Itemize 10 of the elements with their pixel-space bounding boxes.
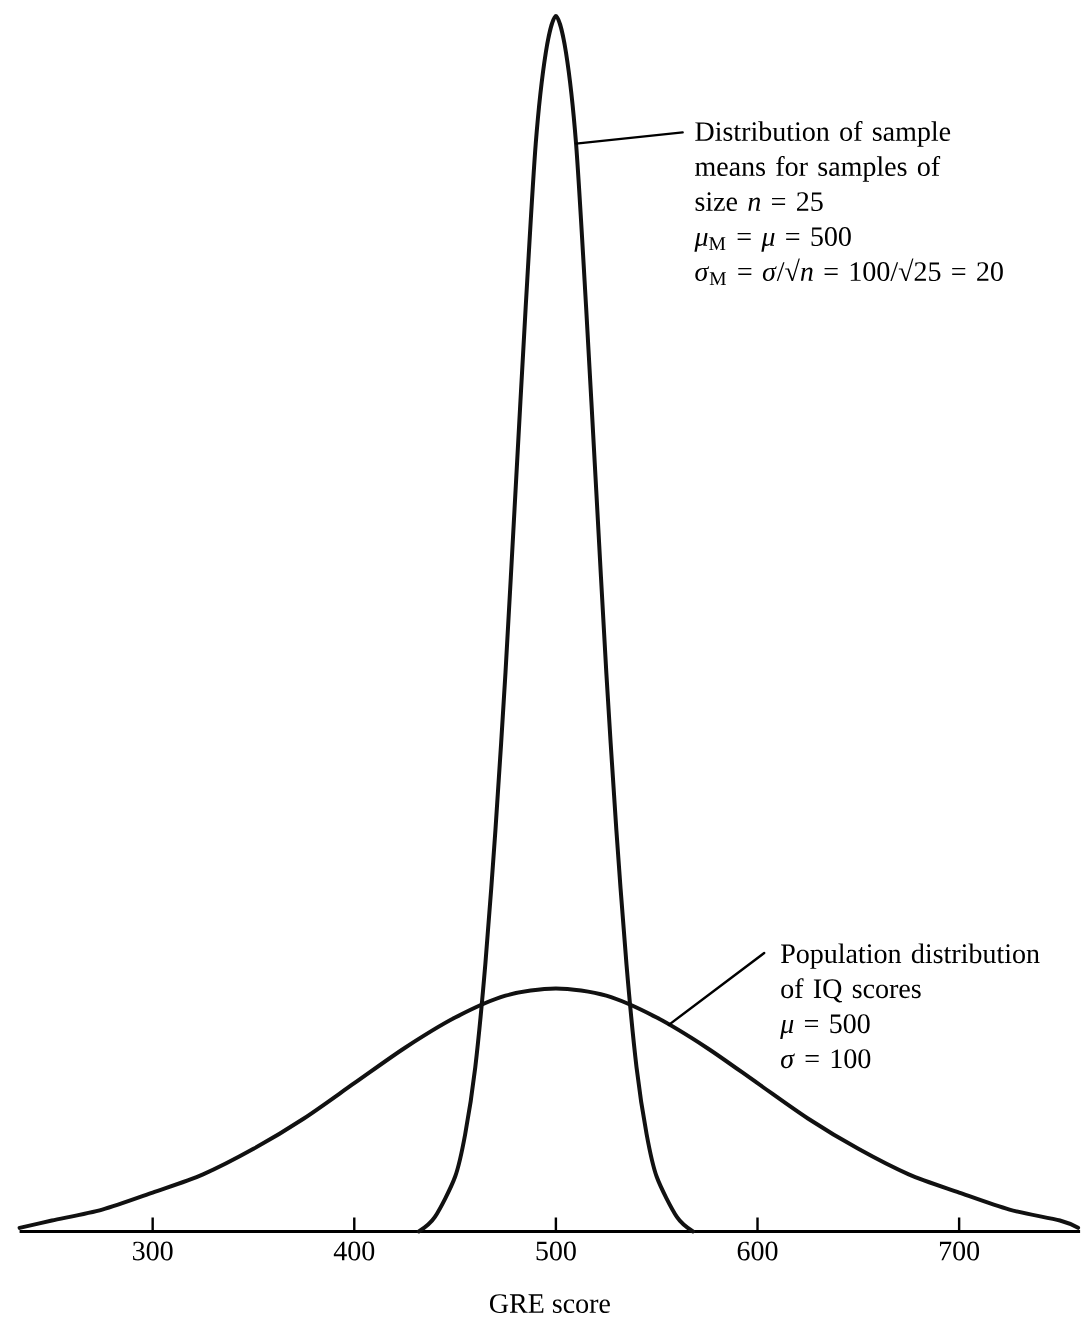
x-tick-label: 600 — [737, 1241, 778, 1261]
x-tick-label: 700 — [939, 1241, 980, 1261]
x-tick-label: 300 — [133, 1241, 173, 1261]
x-tick-label: 500 — [536, 1241, 576, 1261]
annotation: σ$_{M}$ = σ/√n = 100/√25 = 20 — [695, 258, 1003, 286]
x-axis-title: GRE score — [489, 1294, 610, 1313]
annotation: μ = 500 — [780, 1014, 870, 1039]
x-tick-label: 400 — [333, 1241, 375, 1261]
annotation: μ$_{M}$ = μ = 500 — [694, 227, 851, 252]
annotation: σ = 100 — [781, 1049, 871, 1069]
